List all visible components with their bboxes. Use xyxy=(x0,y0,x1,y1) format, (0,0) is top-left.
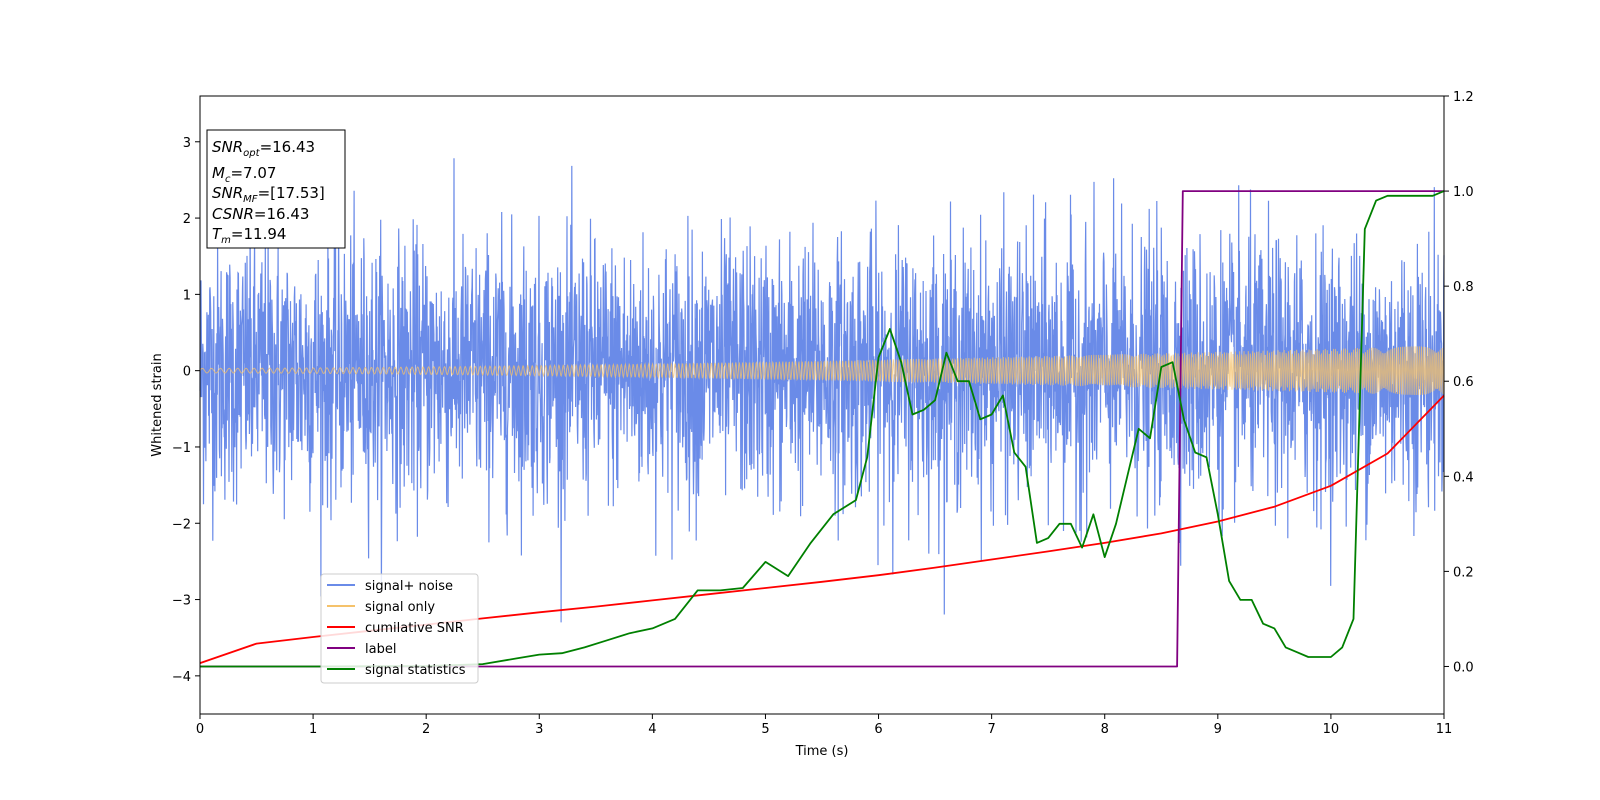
stat-mc: Mc=7.07 xyxy=(212,164,276,185)
series-signal-noise xyxy=(199,158,1445,623)
x-tick-label: 6 xyxy=(874,722,882,737)
x-tick-label: 0 xyxy=(196,722,204,737)
legend-label-cumulative-snr: cumilative SNR xyxy=(365,621,464,636)
y-axis-label: Whitened strain xyxy=(150,353,165,456)
x-tick-label: 10 xyxy=(1323,722,1340,737)
axis-ticks: 0 1 2 3 4 5 6 7 8 9 10 113210−1−2−3−41.21.00.80.60.… xyxy=(172,90,1474,737)
y-left-tick-label: 3 xyxy=(183,136,191,151)
y-right-tick-label: 1.0 xyxy=(1453,185,1474,200)
x-tick-label: 5 xyxy=(761,722,769,737)
series-signal-only xyxy=(199,346,1445,396)
y-right-tick-label: 0.2 xyxy=(1453,565,1474,580)
x-axis-label: Time (s) xyxy=(795,744,849,759)
y-left-tick-label: −1 xyxy=(172,441,191,456)
stat-snr-opt: SNRopt=16.43 xyxy=(212,138,315,159)
stats-box-frame xyxy=(206,129,346,249)
y-left-tick-label: 1 xyxy=(183,288,191,303)
series-signal-statistics xyxy=(200,190,1445,668)
y-left-tick-label: −2 xyxy=(172,517,191,532)
y-right-tick-label: 0.6 xyxy=(1453,375,1474,390)
legend-label-label: label xyxy=(365,642,396,657)
x-tick-label: 1 xyxy=(309,722,317,737)
stat-snr-mf: SNRMF=[17.53] xyxy=(212,184,325,205)
stat-csnr: CSNR=16.43 xyxy=(212,205,309,223)
x-tick-label: 11 xyxy=(1436,722,1453,737)
x-tick-label: 4 xyxy=(648,722,656,737)
y-right-tick-label: 1.2 xyxy=(1453,90,1474,105)
x-tick-label: 2 xyxy=(422,722,430,737)
x-tick-label: 8 xyxy=(1101,722,1109,737)
stat-tm: Tm=11.94 xyxy=(212,225,286,246)
legend-label-signal-statistics: signal statistics xyxy=(365,663,466,678)
legend: signal+ noise signal only cumilative SNR… xyxy=(320,573,479,684)
legend-label-signal-noise: signal+ noise xyxy=(365,579,453,594)
y-left-tick-label: −3 xyxy=(172,594,191,609)
y-right-tick-label: 0.8 xyxy=(1453,280,1474,295)
y-right-tick-label: 0.0 xyxy=(1453,660,1474,675)
x-tick-label: 3 xyxy=(535,722,543,737)
y-right-tick-label: 0.4 xyxy=(1453,470,1474,485)
axes-frame xyxy=(199,95,1445,715)
y-left-tick-label: 0 xyxy=(183,365,191,380)
y-left-tick-label: −4 xyxy=(172,670,191,685)
stats-annotation-box: SNRopt=16.43 Mc=7.07 SNRMF=[17.53] CSNR=… xyxy=(206,129,346,249)
series-label xyxy=(200,190,1444,668)
y-left-tick-label: 2 xyxy=(183,212,191,227)
legend-frame xyxy=(320,573,479,684)
x-tick-label: 7 xyxy=(987,722,995,737)
legend-label-signal-only: signal only xyxy=(365,600,435,615)
x-tick-label: 9 xyxy=(1214,722,1222,737)
